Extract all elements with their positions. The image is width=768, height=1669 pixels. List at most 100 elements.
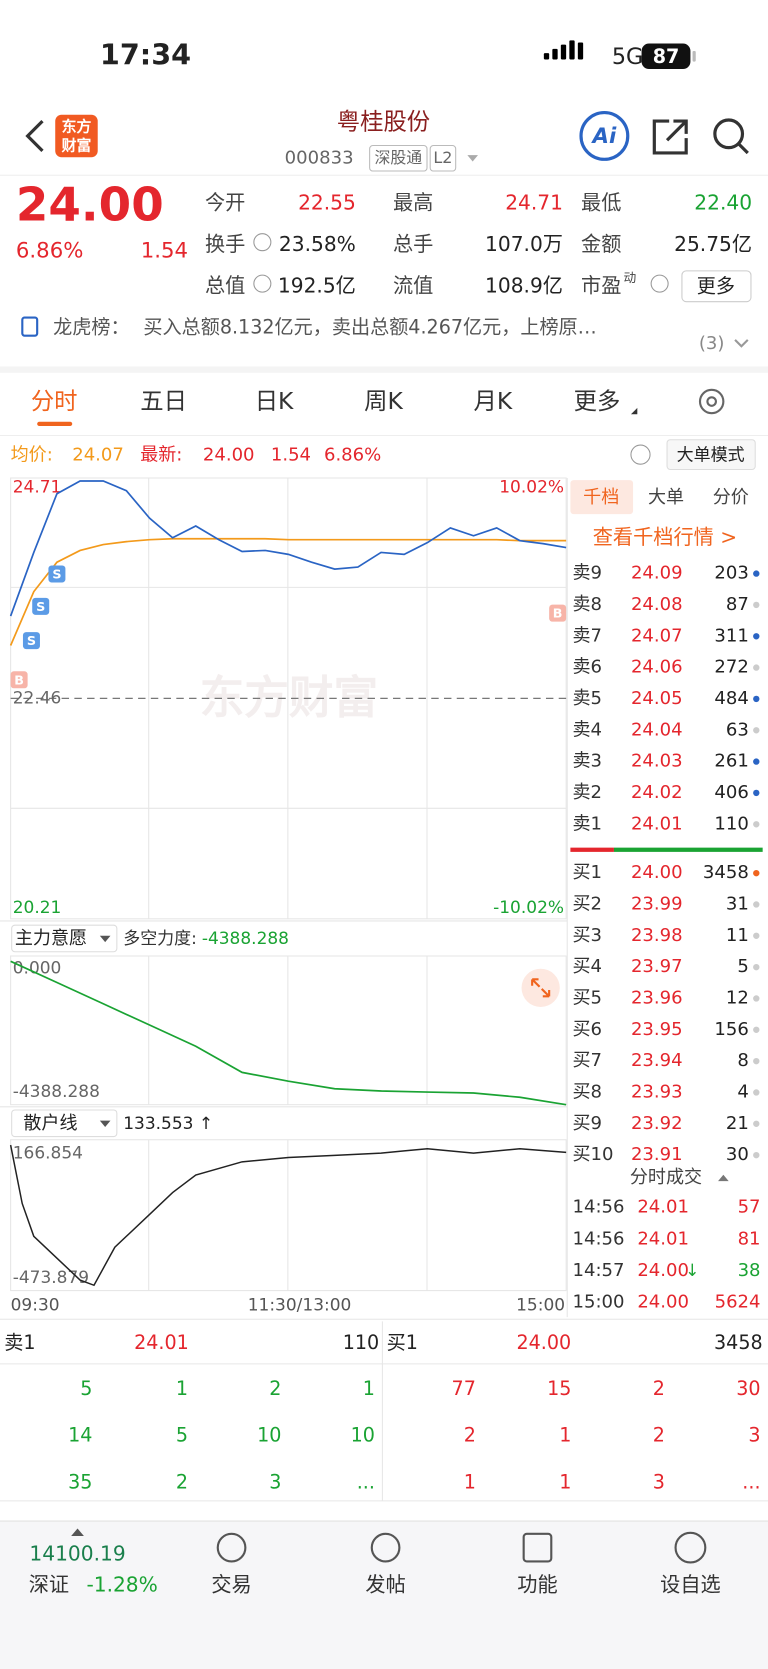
- nav-label[interactable]: 交易: [211, 1572, 251, 1596]
- level-label: 卖7: [573, 625, 603, 646]
- level-dot: [753, 601, 760, 609]
- level-label: 卖2: [573, 782, 603, 803]
- change-pct: 6.86%: [16, 239, 83, 264]
- level-dot: [753, 758, 760, 765]
- avg-value: 24.07: [72, 445, 124, 466]
- level-label: 买1: [573, 862, 603, 883]
- tab[interactable]: 更多: [574, 387, 621, 415]
- level-volume: 5: [737, 956, 748, 977]
- indicator-label: 多空力度:: [123, 929, 197, 949]
- trade-volume: 5624: [715, 1291, 761, 1312]
- trade-price: 24.00: [637, 1291, 689, 1312]
- level-price: 24.01: [631, 813, 683, 834]
- expand-button[interactable]: [521, 968, 560, 1007]
- level-dot: [753, 869, 760, 877]
- field-label: 总手: [393, 232, 433, 256]
- book-tab[interactable]: 大单: [648, 487, 684, 508]
- nav-label[interactable]: 设自选: [660, 1572, 721, 1596]
- tab[interactable]: 日K: [255, 387, 294, 415]
- trade-marker-label: S: [27, 634, 36, 649]
- field-label: 总值: [205, 273, 245, 297]
- ai-button[interactable]: [579, 110, 630, 161]
- queue-cell: 1: [464, 1470, 476, 1493]
- battery-tip: [692, 50, 696, 62]
- trade-time: 14:56: [573, 1197, 625, 1218]
- selector-label: 散户线: [23, 1113, 77, 1134]
- tab-triangle: [630, 407, 638, 415]
- queue-cell: 3: [748, 1424, 760, 1447]
- book-tab[interactable]: 分价: [713, 487, 749, 508]
- trade-marker: [549, 604, 567, 622]
- field-label: 最高: [393, 190, 433, 214]
- level-volume: 30: [726, 1144, 749, 1165]
- settings-button[interactable]: [698, 388, 725, 415]
- level-price: 24.09: [631, 563, 683, 584]
- tab[interactable]: 周K: [364, 387, 403, 415]
- back-button[interactable]: [25, 119, 44, 152]
- search-button[interactable]: [713, 118, 745, 150]
- field-value: 22.55: [298, 190, 356, 214]
- level-price: 24.07: [631, 625, 683, 646]
- level-price: 23.95: [631, 1019, 683, 1040]
- level-price: 23.93: [631, 1081, 683, 1102]
- trade-volume: 57: [738, 1197, 761, 1218]
- indicator-value: -4388.288: [202, 929, 289, 949]
- trade-marker: [10, 671, 28, 689]
- signal-bar: [543, 53, 550, 60]
- nav-icon: [674, 1531, 707, 1564]
- index-value[interactable]: 14100.19: [29, 1542, 125, 1566]
- avg-line: [9, 537, 567, 646]
- price: 24.00: [16, 179, 164, 233]
- change: 1.54: [141, 239, 188, 264]
- level-label: 卖9: [573, 563, 603, 584]
- logo: [55, 114, 98, 158]
- trade-marker: [48, 565, 66, 583]
- level-price: 23.91: [631, 1144, 683, 1165]
- index-change: -1.28%: [86, 1572, 157, 1596]
- level-label: 买8: [573, 1081, 603, 1102]
- level-price: 23.98: [631, 925, 683, 946]
- y-tick-label: 24.71: [13, 478, 62, 498]
- level-label: 卖4: [573, 719, 603, 740]
- ratio-red: [570, 847, 614, 852]
- trade-flag: ↓: [685, 1261, 699, 1281]
- queue-cell: 2: [653, 1424, 665, 1447]
- last-pct: 6.86%: [324, 445, 381, 466]
- book-tab[interactable]: 千档: [583, 487, 619, 508]
- trades-title: 分时成交: [630, 1167, 702, 1188]
- ratio-green: [613, 847, 763, 852]
- queue-price: 24.01: [134, 1331, 189, 1354]
- tag-box: [429, 144, 457, 172]
- trade-time: 15:00: [573, 1291, 625, 1312]
- notice-icon: [21, 316, 39, 337]
- tab[interactable]: 五日: [140, 387, 187, 415]
- trades-triangle: [718, 1174, 729, 1182]
- index-name: 深证: [29, 1572, 69, 1596]
- tab[interactable]: 月K: [474, 387, 513, 415]
- mode-label[interactable]: 大单模式: [677, 446, 745, 466]
- trade-volume: 81: [738, 1228, 761, 1249]
- watermark: 东方财富: [200, 672, 378, 724]
- nav-label[interactable]: 发帖: [365, 1572, 405, 1596]
- dropdown[interactable]: [467, 155, 478, 162]
- level-dot: [753, 633, 760, 640]
- more-label[interactable]: 更多: [697, 274, 735, 297]
- queue-cell: 1: [363, 1377, 375, 1400]
- y-tick-label: -4388.288: [13, 1082, 100, 1102]
- tab[interactable]: 分时: [31, 387, 78, 415]
- y-tick-label: 20.21: [13, 898, 62, 918]
- share-button[interactable]: [652, 119, 688, 155]
- level-label: 卖8: [573, 594, 603, 615]
- book-link[interactable]: 查看千档行情 >: [593, 525, 737, 549]
- nav-icon: [216, 1532, 247, 1563]
- level-volume: 406: [714, 782, 748, 803]
- level-volume: 31: [726, 893, 749, 914]
- level-price: 24.00: [631, 862, 683, 883]
- logo-text: 财富: [62, 137, 92, 155]
- level-label: 买3: [573, 925, 603, 946]
- queue-cell: 30: [736, 1377, 760, 1400]
- nav-label[interactable]: 功能: [517, 1572, 557, 1596]
- last-value: 24.00: [203, 445, 255, 466]
- level-dot: [753, 932, 760, 939]
- queue-cell: 1: [176, 1377, 188, 1400]
